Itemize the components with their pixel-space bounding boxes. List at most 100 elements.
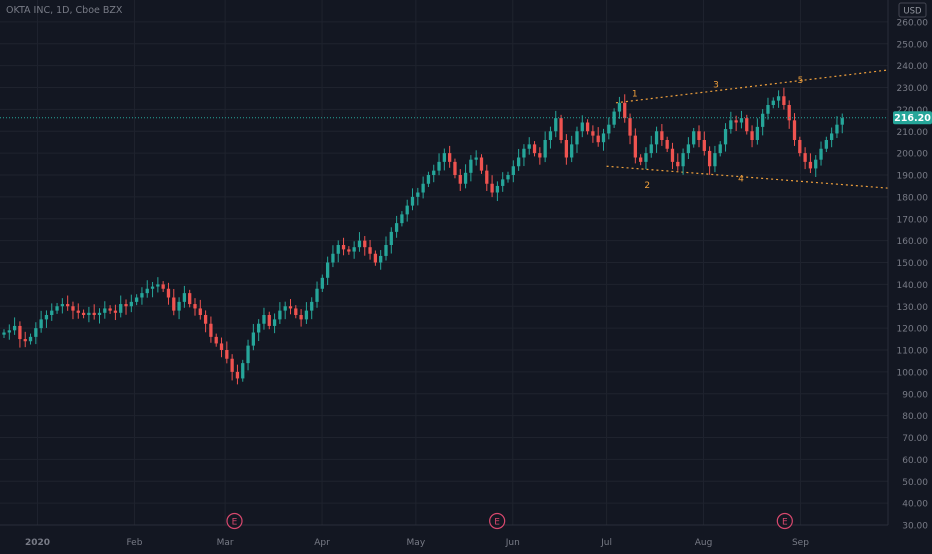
candle-body [389,231,393,245]
candle-body [739,118,744,123]
candle-body [458,175,462,184]
candle [241,359,245,382]
candle [246,339,250,371]
candle-body [713,153,717,167]
candle [209,316,213,343]
candle-body [548,131,553,140]
y-tick-label: 210.00 [897,128,929,138]
y-tick-label: 90.00 [902,390,928,400]
wave-labels: 1 2 3 4 5 [632,76,803,191]
candle-body [591,131,595,136]
candle-body [124,304,128,307]
candle-body [129,301,133,307]
candle [707,146,712,175]
y-tick-label: 250.00 [897,40,929,50]
candle-body [177,301,181,311]
candle-body [692,131,696,145]
candle [320,274,324,293]
candle [469,155,473,182]
price-axis[interactable]: 30.00 40.00 50.00 60.00 70.00 80.00 90.00 100.0… [887,0,929,532]
candle [426,171,431,188]
candle-body [161,284,165,289]
candle-body [257,323,261,333]
candle [145,280,149,298]
candle-body [28,336,33,342]
candle-body [798,140,802,154]
y-tick-label: 140.00 [897,281,929,291]
earnings-marker[interactable]: E [226,512,243,530]
candle [676,153,680,171]
candle-body [331,253,335,263]
candle-body [7,330,11,333]
candle-body [198,308,202,315]
candle-body [532,144,537,154]
candle [501,172,505,192]
time-axis[interactable]: 2020 Feb Mar Apr May Jun Jul Aug Sep [0,524,888,548]
candle-body [554,118,558,132]
candle-body [92,312,96,315]
candle [294,305,298,319]
candle-body [394,223,399,232]
candle-body [108,308,112,311]
earnings-marker[interactable]: E [776,512,793,530]
candles [2,87,844,385]
candle-body [34,328,38,337]
candle-body [633,135,637,158]
currency-button[interactable]: USD [898,2,927,18]
candle-body [697,131,701,140]
candle [235,364,240,385]
candle [336,240,340,263]
candle-body [66,304,70,307]
trendline [606,165,889,189]
candle [103,301,107,319]
candle [527,137,531,155]
candle-body [761,113,765,127]
candle-body [150,286,155,289]
earnings-marker[interactable]: E [489,512,506,530]
candle [432,164,436,183]
candle [331,245,335,268]
candle [81,309,86,319]
candle-body [188,293,192,305]
candle [607,117,611,140]
wave-label: 1 [632,89,638,99]
candle-body [734,120,738,123]
candle-body [750,131,754,140]
x-tick-label: Aug [695,538,713,548]
candle [670,142,675,170]
candle-body [660,131,664,140]
candle-body [538,153,542,158]
candle [251,323,255,351]
candle [394,215,399,238]
candle-body [527,144,531,149]
candle [272,313,277,334]
candle [379,250,383,270]
candle [71,301,75,320]
candle-body [771,100,775,105]
candle-body [384,245,388,256]
earnings-circle [776,512,793,530]
candle [564,134,569,165]
candle-body [235,371,240,379]
candle-body [570,144,574,158]
candle-body [463,172,468,184]
candle [421,176,425,199]
candle [750,125,754,148]
candle-body [649,144,653,154]
candle [230,354,234,381]
candle-body [60,304,65,307]
trendlines [606,69,889,189]
candle [554,110,558,138]
candle-body [39,319,43,329]
candle-body [580,122,584,132]
candle [177,297,181,320]
candle [66,295,70,311]
candle-body [718,144,722,154]
candle [416,187,420,206]
candle [352,241,356,259]
x-tick-label: May [407,538,426,548]
candle-body [639,157,643,162]
candle [840,113,844,134]
